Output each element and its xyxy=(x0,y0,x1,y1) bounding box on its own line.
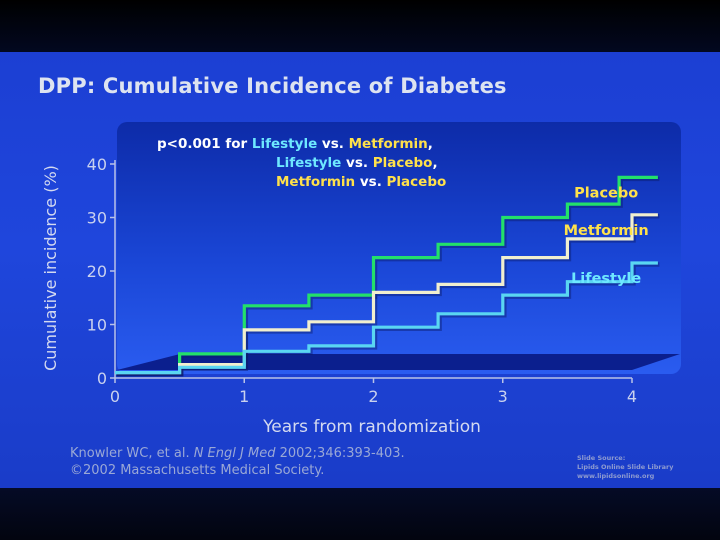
y-tick-label: 20 xyxy=(87,262,107,281)
series-line-placebo xyxy=(115,175,658,375)
series-line-lifestyle xyxy=(115,261,658,375)
slide-source-line-3: www.lipidsonline.org xyxy=(577,472,655,480)
annotation-segment: Lifestyle xyxy=(276,155,341,171)
y-tick-label: 10 xyxy=(87,316,107,335)
x-tick-label: 2 xyxy=(368,387,378,406)
x-tick-label: 3 xyxy=(498,387,508,406)
citation: Knowler WC, et al. N Engl J Med 2002;346… xyxy=(70,445,405,479)
x-axis-label: Years from randomization xyxy=(262,417,481,437)
y-axis-label: Cumulative incidence (%) xyxy=(41,165,60,371)
annotation-segment: , xyxy=(428,136,433,152)
bottom-band xyxy=(0,488,720,540)
series-label-lifestyle: Lifestyle xyxy=(571,271,641,287)
annotation-segment: p<0.001 for xyxy=(157,136,252,152)
series-line-metformin xyxy=(115,213,658,375)
chart: 0 10 20 30 40 0 1 2 3 4 Years from randomization Cu… xyxy=(41,122,681,437)
annotation-segment: Placebo xyxy=(387,174,447,190)
series-label-placebo: Placebo xyxy=(574,185,638,201)
x-tick-label: 4 xyxy=(627,387,637,406)
labels-layer: Placebo Metformin Lifestyle xyxy=(564,185,649,287)
x-tick-label: 1 xyxy=(239,387,249,406)
citation-volume: 2002;346:393-403. xyxy=(275,446,405,461)
annotation-segment: Placebo xyxy=(373,155,433,171)
slide: DPP: Cumulative Incidence of Diabetes 0 1… xyxy=(0,52,720,488)
citation-line-2: ©2002 Massachusetts Medical Society. xyxy=(70,463,325,478)
citation-line-1: Knowler WC, et al. N Engl J Med 2002;346… xyxy=(70,445,405,462)
slide-source: Slide Source: Lipids Online Slide Librar… xyxy=(577,454,673,481)
y-tick-label: 40 xyxy=(87,155,107,174)
y-tick-label: 0 xyxy=(97,369,107,388)
slide-source-line-2: Lipids Online Slide Library xyxy=(577,463,674,471)
chart-backwall xyxy=(117,122,681,374)
citation-authors: Knowler WC, et al. xyxy=(70,446,194,461)
annotation-segment: Lifestyle xyxy=(252,136,317,152)
y-tick-label: 30 xyxy=(87,209,107,228)
annotation-segment: Metformin xyxy=(349,136,428,152)
significance-annotation: p<0.001 for Lifestyle vs. Metformin, Life… xyxy=(157,136,446,190)
annotation-segment: vs. xyxy=(355,174,386,190)
series-label-metformin: Metformin xyxy=(564,223,649,239)
slide-title: DPP: Cumulative Incidence of Diabetes xyxy=(38,74,507,98)
annotation-segment: Metformin xyxy=(276,174,355,190)
x-tick-label: 0 xyxy=(110,387,120,406)
annotation-segment: vs. xyxy=(317,136,348,152)
series-layer xyxy=(115,175,660,377)
annotation-segment: vs. xyxy=(341,155,372,171)
top-band xyxy=(0,0,720,52)
annotation-segment: , xyxy=(432,155,437,171)
chart-floor xyxy=(117,354,680,370)
citation-journal: N Engl J Med xyxy=(193,446,276,461)
axes: 0 10 20 30 40 0 1 2 3 4 Years from randomization Cu… xyxy=(41,155,637,437)
slide-source-line-1: Slide Source: xyxy=(577,454,626,462)
